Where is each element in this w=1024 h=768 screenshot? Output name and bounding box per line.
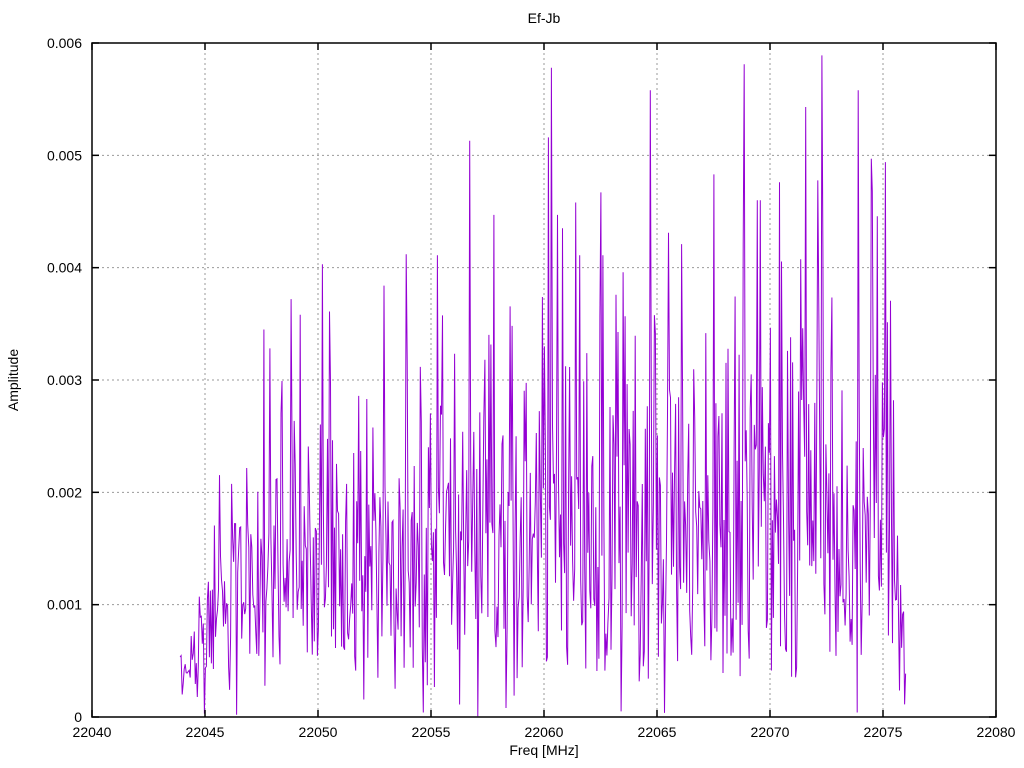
x-tick-label: 22075 <box>864 724 903 740</box>
x-tick-label: 22080 <box>977 724 1016 740</box>
data-series-line <box>179 55 907 717</box>
y-tick-label: 0.004 <box>47 260 82 276</box>
x-tick-label: 22050 <box>299 724 338 740</box>
y-tick-label: 0.002 <box>47 484 82 500</box>
y-tick-label: 0 <box>74 709 82 725</box>
x-tick-label: 22045 <box>186 724 225 740</box>
x-tick-label: 22065 <box>638 724 677 740</box>
x-tick-label: 22070 <box>751 724 790 740</box>
y-tick-label: 0.001 <box>47 597 82 613</box>
y-tick-label: 0.006 <box>47 35 82 51</box>
x-tick-label: 22055 <box>412 724 451 740</box>
y-tick-label: 0.003 <box>47 372 82 388</box>
y-tick-label: 0.005 <box>47 147 82 163</box>
axis-ticks <box>91 42 997 718</box>
x-tick-label: 22040 <box>73 724 112 740</box>
x-axis-label: Freq [MHz] <box>509 742 579 758</box>
x-tick-label: 22060 <box>525 724 564 740</box>
chart-title: Ef-Jb <box>527 10 561 26</box>
tick-labels: 22040 22045 22050 22055 22060 22065 22070 22075… <box>47 35 1016 740</box>
